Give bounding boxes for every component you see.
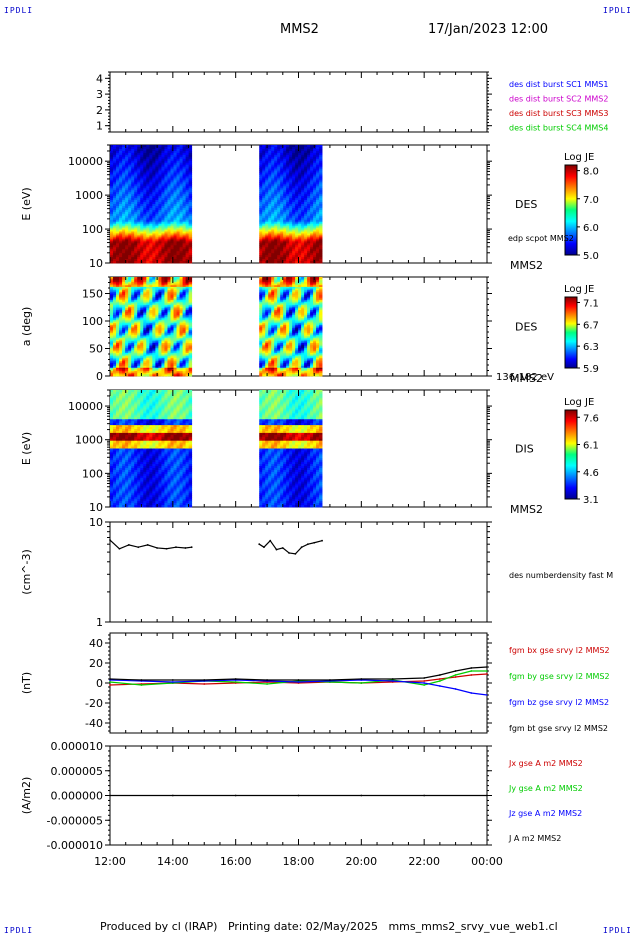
- heatmap-cell: [180, 374, 183, 376]
- note-label: edp scpot MMS2: [508, 234, 574, 243]
- heatmap-cell: [289, 261, 292, 263]
- heatmap-cell: [131, 261, 134, 263]
- heatmap-cell: [171, 261, 174, 263]
- heatmap-cell: [174, 261, 177, 263]
- heatmap-cell: [116, 261, 119, 263]
- heatmap-cell: [262, 261, 265, 263]
- colorbar-tick-label: 8.0: [583, 167, 599, 178]
- heatmap-cell: [122, 374, 125, 376]
- heatmap-cell: [171, 374, 174, 376]
- heatmap-cell: [268, 374, 271, 376]
- spectrogram-panel2: [110, 145, 322, 263]
- legend-entry: des dist burst SC1 MMS1: [509, 80, 608, 89]
- y-tick-label: 1: [96, 120, 103, 133]
- heatmap-cell: [167, 374, 170, 376]
- heatmap-cell: [143, 374, 146, 376]
- legend-entry: des dist burst SC3 MMS3: [509, 109, 608, 118]
- heatmap-cell: [174, 374, 177, 376]
- heatmap-cell: [161, 374, 164, 376]
- heatmap-cell: [140, 374, 143, 376]
- heatmap-cell: [259, 261, 262, 263]
- heatmap-cell: [319, 261, 322, 263]
- heatmap-cell: [307, 261, 310, 263]
- spectrogram-panel3: [110, 277, 322, 376]
- heatmap-cell: [131, 374, 134, 376]
- heatmap-cell: [271, 261, 274, 263]
- heatmap-cell: [110, 374, 113, 376]
- heatmap-cell: [152, 261, 155, 263]
- heatmap-cell: [164, 374, 167, 376]
- heatmap-cell: [116, 374, 119, 376]
- heatmap-cell: [277, 261, 280, 263]
- heatmap-cell: [137, 374, 140, 376]
- heatmap-cell: [113, 374, 116, 376]
- heatmap-cell: [146, 374, 149, 376]
- heatmap-cell: [262, 374, 265, 376]
- heatmap-cell: [137, 261, 140, 263]
- heatmap-cell: [110, 261, 113, 263]
- heatmap-cell: [316, 261, 319, 263]
- heatmap-cell: [292, 261, 295, 263]
- y-tick-label: 2: [96, 104, 103, 117]
- y-tick-label: 100: [82, 223, 103, 236]
- heatmap-cell: [161, 261, 164, 263]
- heatmap-cell: [283, 261, 286, 263]
- heatmap-cell: [268, 261, 271, 263]
- heatmap-cell: [143, 261, 146, 263]
- heatmap-cell: [140, 261, 143, 263]
- heatmap-cell: [301, 261, 304, 263]
- heatmap-cell: [134, 261, 137, 263]
- heatmap-cell: [119, 374, 122, 376]
- heatmap-cell: [310, 261, 313, 263]
- heatmap-cell: [177, 374, 180, 376]
- heatmap-cell: [259, 374, 262, 376]
- y-tick-label: 4: [96, 72, 103, 85]
- colorbar-tick-label: 7.0: [583, 195, 599, 206]
- heatmap-cell: [128, 261, 131, 263]
- heatmap-cell: [180, 261, 183, 263]
- colorbar-title: Log JE: [564, 152, 594, 163]
- heatmap-cell: [152, 374, 155, 376]
- heatmap-cell: [274, 261, 277, 263]
- heatmap-cell: [189, 261, 192, 263]
- colorbar-tick-label: 6.0: [583, 223, 599, 234]
- sc-label: MMS2: [510, 259, 543, 272]
- heatmap-cell: [119, 261, 122, 263]
- panel-frame: [110, 72, 487, 132]
- heatmap-cell: [158, 374, 161, 376]
- heatmap-cell: [149, 261, 152, 263]
- heatmap-cell: [183, 261, 186, 263]
- heatmap-cell: [164, 261, 167, 263]
- y-tick-label: 10000: [68, 155, 103, 168]
- legend-entry: des dist burst SC4 MMS4: [509, 124, 608, 133]
- heatmap-cell: [313, 261, 316, 263]
- heatmap-cell: [113, 261, 116, 263]
- heatmap-cell: [183, 374, 186, 376]
- y-tick-label: 10: [89, 257, 103, 270]
- y-tick-label: 3: [96, 88, 103, 101]
- heatmap-cell: [286, 261, 289, 263]
- y-tick-label: 1000: [75, 189, 103, 202]
- heatmap-cell: [167, 261, 170, 263]
- y-axis-label: E (eV): [20, 187, 33, 220]
- heatmap-cell: [134, 374, 137, 376]
- heatmap-cell: [146, 261, 149, 263]
- heatmap-cell: [189, 374, 192, 376]
- legend-entry: des dist burst SC2 MMS2: [509, 95, 608, 104]
- heatmap-cell: [128, 374, 131, 376]
- heatmap-cell: [304, 261, 307, 263]
- heatmap-cell: [122, 261, 125, 263]
- instrument-label: DES: [515, 198, 537, 211]
- colorbar-tick-label: 5.0: [583, 251, 599, 262]
- heatmap-cell: [158, 261, 161, 263]
- heatmap-cell: [177, 261, 180, 263]
- heatmap-cell: [149, 374, 152, 376]
